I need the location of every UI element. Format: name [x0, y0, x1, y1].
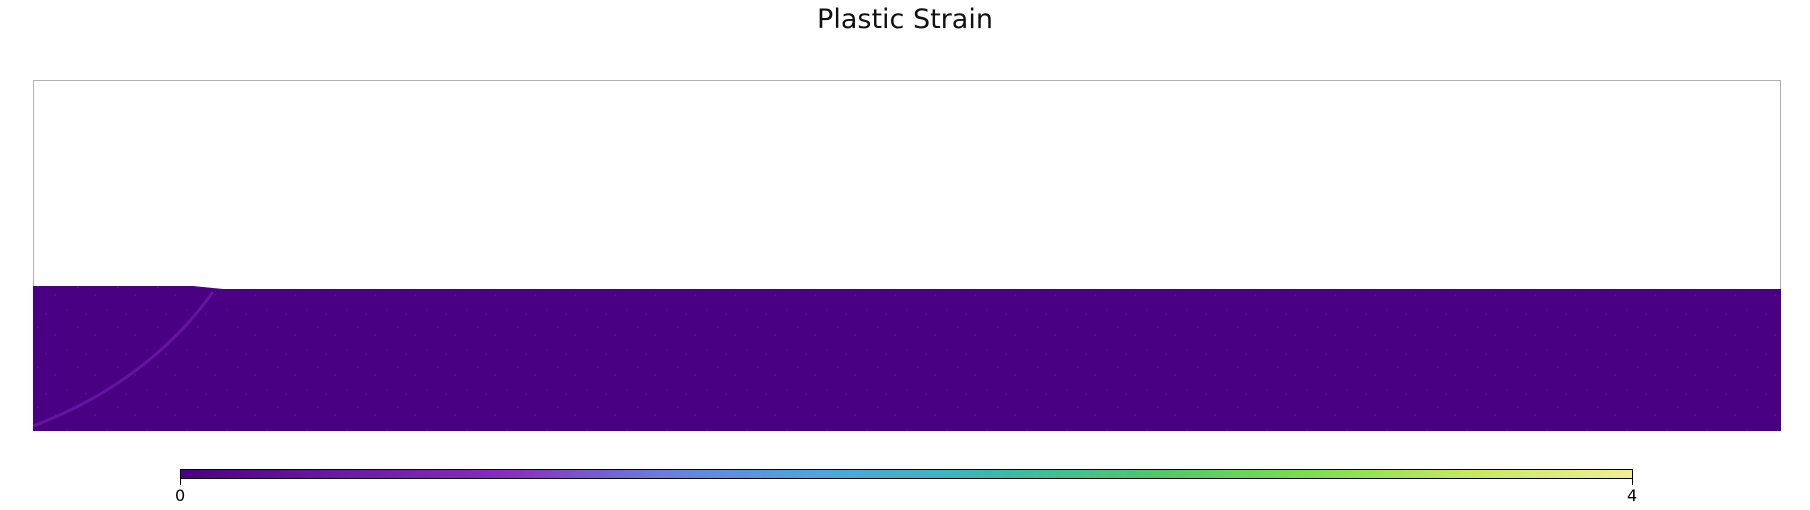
shear-band	[33, 291, 215, 428]
speckle-overlay	[33, 286, 1781, 431]
colorbar-min-tick	[180, 479, 181, 485]
plastic-strain-field	[33, 286, 1781, 431]
colorbar-min-label: 0	[175, 486, 186, 505]
colorbar	[180, 469, 1633, 479]
colorbar-max-tick	[1632, 479, 1633, 485]
chart-title: Plastic Strain	[817, 4, 993, 35]
colorbar-max-label: 4	[1627, 486, 1638, 505]
